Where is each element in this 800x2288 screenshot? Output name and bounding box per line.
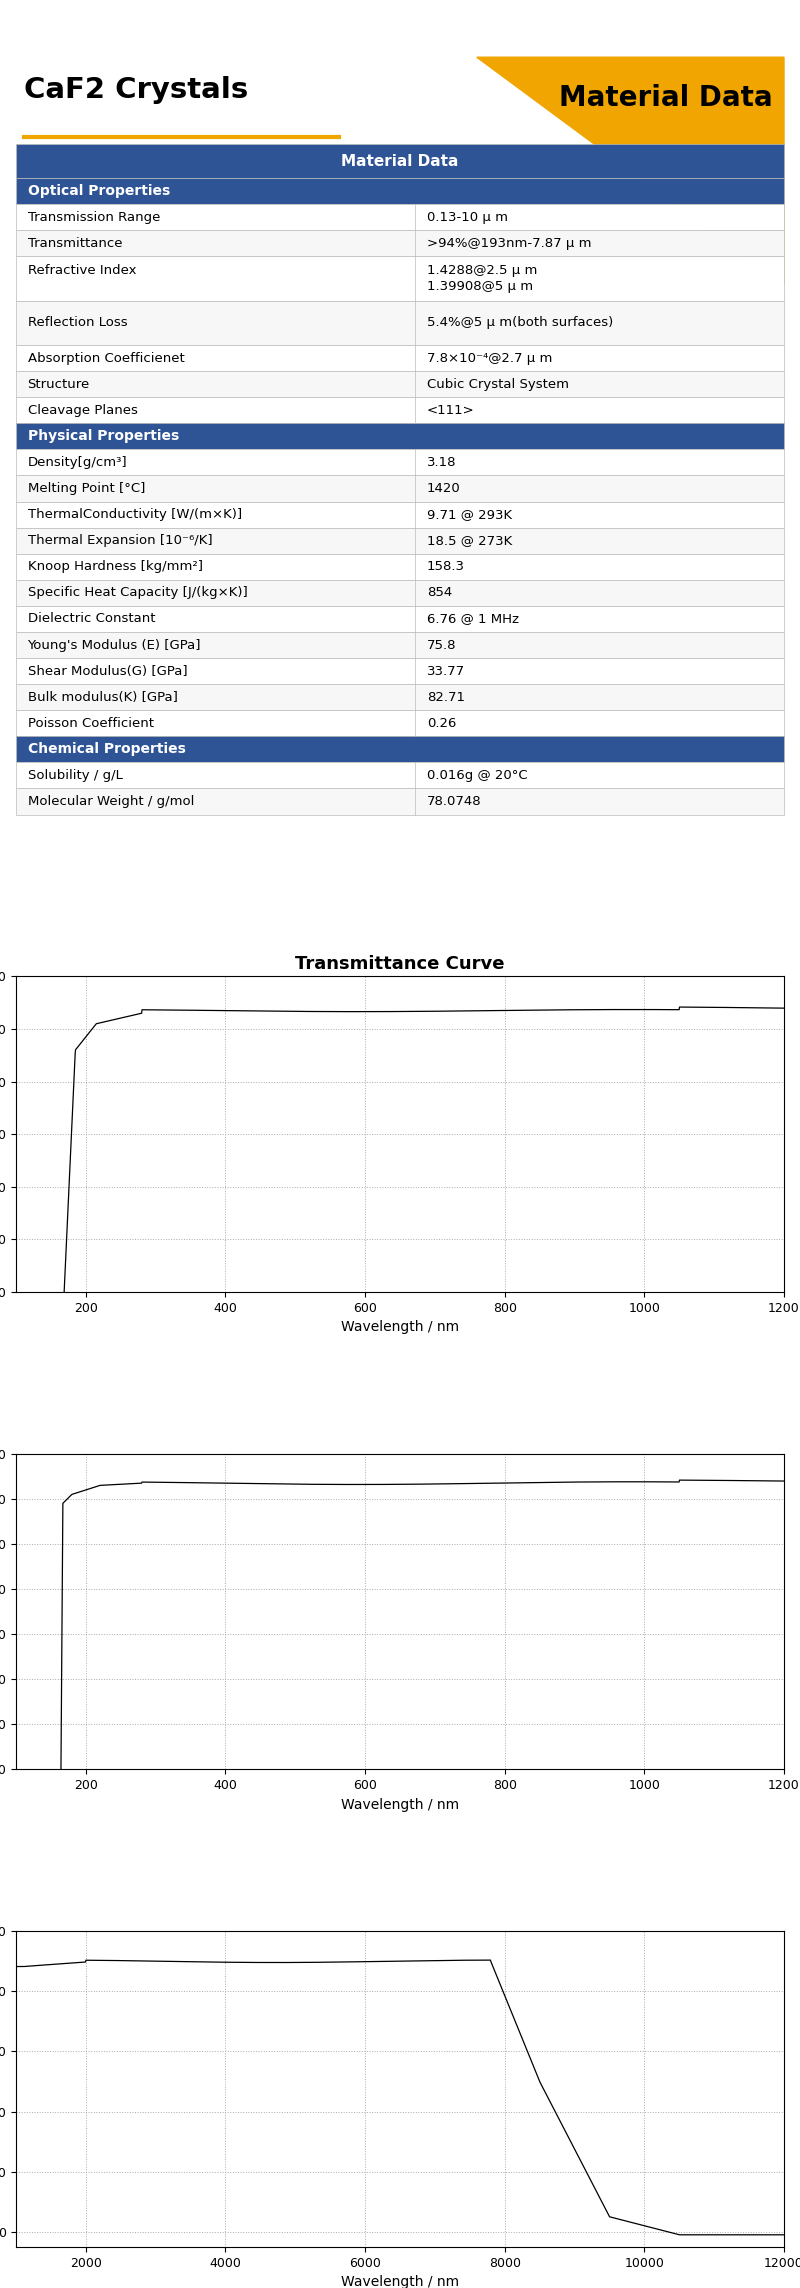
X-axis label: Wavelength / nm: Wavelength / nm xyxy=(341,1320,459,1334)
Text: Thermal Expansion [10⁻⁶/K]: Thermal Expansion [10⁻⁶/K] xyxy=(27,533,212,547)
Text: Physical Properties: Physical Properties xyxy=(27,430,178,444)
X-axis label: Wavelength / nm: Wavelength / nm xyxy=(341,2274,459,2288)
Text: 0.13-10 μ m: 0.13-10 μ m xyxy=(427,210,508,224)
Bar xyxy=(16,231,784,256)
Text: 1420: 1420 xyxy=(427,483,461,494)
Bar xyxy=(16,762,784,789)
Bar xyxy=(16,144,784,178)
Text: 854: 854 xyxy=(427,586,452,599)
Bar xyxy=(16,554,784,579)
Bar xyxy=(16,345,784,371)
Text: 18.5 @ 273K: 18.5 @ 273K xyxy=(427,533,512,547)
Text: Density[g/cm³]: Density[g/cm³] xyxy=(27,455,127,469)
Bar xyxy=(16,204,784,231)
Polygon shape xyxy=(477,57,784,284)
Text: 0.016g @ 20°C: 0.016g @ 20°C xyxy=(427,769,527,782)
Text: 9.71 @ 293K: 9.71 @ 293K xyxy=(427,508,512,522)
X-axis label: Wavelength / nm: Wavelength / nm xyxy=(341,1798,459,1812)
Text: Specific Heat Capacity [J/(kg×K)]: Specific Heat Capacity [J/(kg×K)] xyxy=(27,586,247,599)
Title: Transmittance Curve: Transmittance Curve xyxy=(295,956,505,972)
Text: Shear Modulus(G) [GPa]: Shear Modulus(G) [GPa] xyxy=(27,664,187,677)
Bar xyxy=(16,606,784,631)
Text: Optical Properties: Optical Properties xyxy=(27,185,170,199)
Text: 7.8×10⁻⁴@2.7 μ m: 7.8×10⁻⁴@2.7 μ m xyxy=(427,352,552,364)
Bar xyxy=(16,579,784,606)
Text: 75.8: 75.8 xyxy=(427,638,456,652)
Text: Transmission Range: Transmission Range xyxy=(27,210,160,224)
Bar xyxy=(16,398,784,423)
Text: 33.77: 33.77 xyxy=(427,664,465,677)
Bar xyxy=(16,501,784,529)
Bar xyxy=(16,709,784,737)
Text: 0.26: 0.26 xyxy=(427,716,456,730)
Text: Transmittance: Transmittance xyxy=(27,238,122,249)
Text: Reflection Loss: Reflection Loss xyxy=(27,316,127,329)
Text: Solubility / g/L: Solubility / g/L xyxy=(27,769,122,782)
Bar xyxy=(16,448,784,476)
Bar xyxy=(16,476,784,501)
Text: 1.4288@2.5 μ m: 1.4288@2.5 μ m xyxy=(427,263,538,277)
Bar xyxy=(16,684,784,709)
Text: Poisson Coefficient: Poisson Coefficient xyxy=(27,716,154,730)
Bar xyxy=(16,789,784,815)
Text: Cleavage Planes: Cleavage Planes xyxy=(27,403,138,416)
Text: Knoop Hardness [kg/mm²]: Knoop Hardness [kg/mm²] xyxy=(27,561,202,574)
Text: 78.0748: 78.0748 xyxy=(427,794,482,808)
Bar xyxy=(16,631,784,659)
Text: Refractive Index: Refractive Index xyxy=(27,263,136,277)
Text: Dielectric Constant: Dielectric Constant xyxy=(27,613,155,625)
Text: Chemical Properties: Chemical Properties xyxy=(27,741,186,757)
Text: ThermalConductivity [W/(m×K)]: ThermalConductivity [W/(m×K)] xyxy=(27,508,242,522)
Bar xyxy=(16,178,784,204)
Text: Young's Modulus (E) [GPa]: Young's Modulus (E) [GPa] xyxy=(27,638,201,652)
Text: Absorption Coefficienet: Absorption Coefficienet xyxy=(27,352,184,364)
Text: 3.18: 3.18 xyxy=(427,455,456,469)
Text: <111>: <111> xyxy=(427,403,474,416)
Bar xyxy=(16,423,784,448)
Text: 6.76 @ 1 MHz: 6.76 @ 1 MHz xyxy=(427,613,519,625)
Text: 5.4%@5 μ m(both surfaces): 5.4%@5 μ m(both surfaces) xyxy=(427,316,613,329)
Bar xyxy=(16,256,784,300)
Text: 82.71: 82.71 xyxy=(427,691,465,705)
Text: Material Data: Material Data xyxy=(559,85,773,112)
Text: Structure: Structure xyxy=(27,378,90,391)
Bar xyxy=(16,300,784,345)
Text: Bulk modulus(K) [GPa]: Bulk modulus(K) [GPa] xyxy=(27,691,178,705)
Text: Cubic Crystal System: Cubic Crystal System xyxy=(427,378,569,391)
Text: 158.3: 158.3 xyxy=(427,561,465,574)
Text: CaF2 Crystals: CaF2 Crystals xyxy=(24,76,248,105)
Bar xyxy=(16,737,784,762)
Text: Melting Point [°C]: Melting Point [°C] xyxy=(27,483,145,494)
Text: 1.39908@5 μ m: 1.39908@5 μ m xyxy=(427,279,533,293)
Text: >94%@193nm-7.87 μ m: >94%@193nm-7.87 μ m xyxy=(427,238,591,249)
Bar xyxy=(16,659,784,684)
Text: Molecular Weight / g/mol: Molecular Weight / g/mol xyxy=(27,794,194,808)
Bar xyxy=(16,371,784,398)
Bar xyxy=(16,529,784,554)
Text: Material Data: Material Data xyxy=(342,153,458,169)
